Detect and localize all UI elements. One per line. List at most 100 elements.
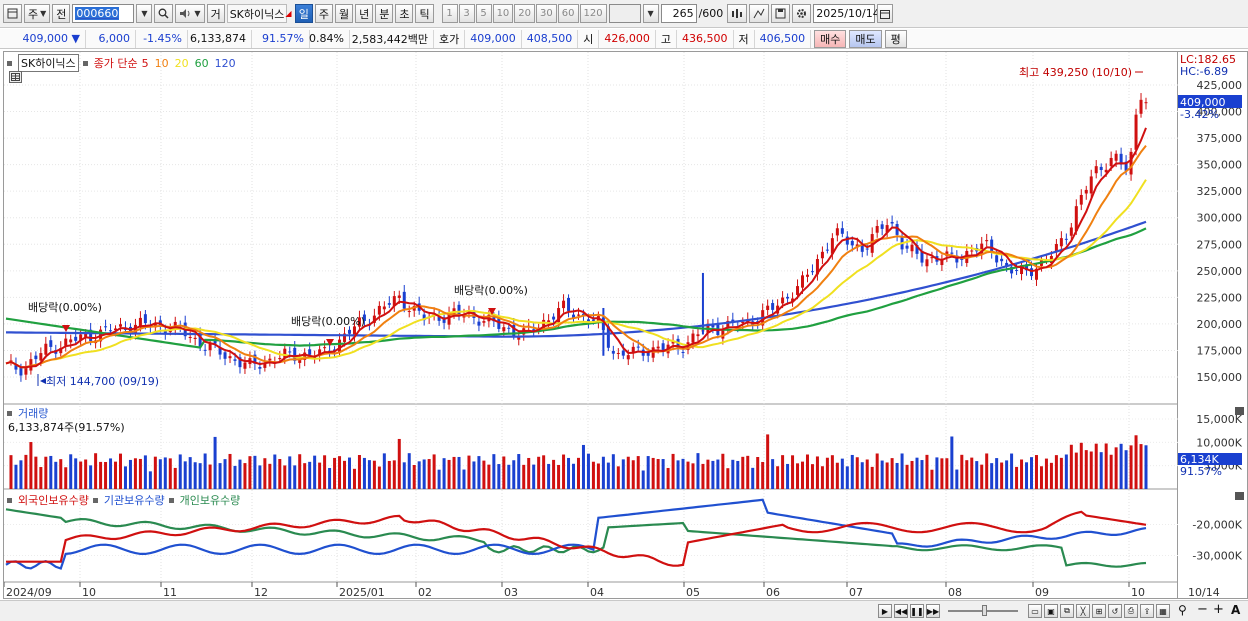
volume-title[interactable]: 거래량: [18, 407, 49, 420]
period-tab[interactable]: 주: [314, 4, 333, 23]
interval-button[interactable]: 30: [536, 4, 557, 23]
volume-bar: [586, 453, 590, 489]
volume-bar: [248, 456, 252, 489]
volume-bar: [193, 462, 197, 489]
table-toggle-icon[interactable]: [9, 71, 22, 83]
volume-bar: [313, 455, 317, 489]
interval-button[interactable]: 10: [492, 4, 514, 23]
stock-code-input[interactable]: 000660: [72, 4, 135, 23]
interval-button[interactable]: 5: [475, 4, 492, 23]
scroll-first-icon[interactable]: ◀◀: [894, 604, 908, 618]
candle-body: [1030, 268, 1034, 277]
panel-close-icon[interactable]: [1235, 407, 1244, 415]
volume-bar: [641, 470, 645, 489]
chart-type-icon[interactable]: ╳: [1076, 604, 1090, 618]
history-icon[interactable]: ↺: [1108, 604, 1122, 618]
window-split-icon[interactable]: ▣: [1044, 604, 1058, 618]
print-icon[interactable]: ⎙: [1124, 604, 1138, 618]
candle-body: [1079, 194, 1083, 205]
search-icon[interactable]: [154, 4, 174, 23]
code-dropdown-arrow-icon[interactable]: ▼: [136, 4, 153, 23]
period-select-button[interactable]: 주 ▼: [24, 4, 51, 23]
volume-bar: [960, 454, 964, 489]
candle-body: [870, 234, 874, 253]
candle-body: [118, 324, 122, 327]
interval-button[interactable]: 20: [514, 4, 536, 23]
stock-name-field[interactable]: SK하이닉스 ◢: [226, 4, 292, 23]
export-icon[interactable]: ⇪: [1140, 604, 1154, 618]
layout-icon[interactable]: ▭: [1028, 604, 1042, 618]
chart-area[interactable]: 2024/09 10 11 12 2025/01 02 03 04 05 06 07 08 09 10 최고…: [3, 51, 1179, 600]
legend-individual[interactable]: 개인보유수량: [179, 494, 241, 507]
sell-button[interactable]: 매도: [849, 29, 882, 48]
legend-institution[interactable]: 기관보유수량: [103, 494, 165, 507]
period-tab[interactable]: 틱: [415, 4, 434, 23]
interval-button[interactable]: 3: [458, 4, 475, 23]
prev-button[interactable]: 전: [52, 4, 71, 23]
volume-bar: [352, 468, 356, 489]
volume-bar: [995, 458, 999, 489]
volume-bar: [801, 461, 805, 489]
volume-bar: [482, 460, 486, 489]
scroll-right-icon[interactable]: ▶: [878, 604, 892, 618]
eval-button[interactable]: 평: [884, 29, 907, 48]
date-input[interactable]: 2025/10/14: [813, 4, 880, 23]
legend-ma-period[interactable]: 5: [141, 56, 149, 70]
bar-count-input[interactable]: 265: [660, 4, 697, 23]
grid-icon[interactable]: ▦: [1156, 604, 1170, 618]
window-icon[interactable]: [3, 4, 22, 23]
legend-square-icon: [7, 410, 12, 416]
volume-bar: [1069, 444, 1073, 489]
volume-bar: [168, 458, 172, 489]
period-tab[interactable]: 분: [375, 4, 394, 23]
period-tab[interactable]: 월: [334, 4, 354, 23]
calendar-icon[interactable]: [877, 4, 894, 23]
interval-button[interactable]: 1: [441, 4, 458, 23]
zoom-in-icon[interactable]: +: [1213, 602, 1224, 617]
interval-button[interactable]: 60: [557, 4, 579, 23]
zoom-out-icon[interactable]: −: [1197, 602, 1208, 617]
interval-button[interactable]: 120: [579, 4, 607, 23]
draw-tool-icon[interactable]: [749, 4, 770, 23]
interval-dropdown-arrow-icon[interactable]: ▼: [642, 4, 659, 23]
pause-icon[interactable]: ❚❚: [910, 604, 924, 618]
period-tab[interactable]: 년: [355, 4, 374, 23]
scroll-last-icon[interactable]: ▶▶: [926, 604, 940, 618]
price-axis-label: 275,000: [1197, 238, 1243, 251]
legend-ma-period[interactable]: 20: [174, 56, 189, 70]
magnifier-icon[interactable]: ⚲: [1178, 603, 1187, 617]
speaker-icon[interactable]: ▼: [175, 4, 205, 23]
zoom-slider-handle[interactable]: [982, 605, 987, 616]
quote-bar: 409,000 ▼ 6,000 -1.45% 6,133,874 91.57% …: [0, 29, 1248, 49]
candle-body: [781, 297, 785, 304]
legend-ma-period[interactable]: 120: [214, 56, 236, 70]
annotation-arrow-head: [40, 378, 46, 384]
candle-body: [377, 305, 381, 315]
legend-stock-name[interactable]: SK하이닉스: [18, 54, 79, 72]
buy-button[interactable]: 매수: [814, 29, 847, 48]
chart-canvas[interactable]: 2024/09 10 11 12 2025/01 02 03 04 05 06 07 08 09 10 최고…: [3, 52, 1179, 600]
legend-ma-label[interactable]: 종가 단순: [93, 57, 138, 70]
legend-foreign[interactable]: 외국인보유수량: [18, 494, 89, 507]
volume-bar: [616, 466, 620, 489]
volume-bar: [726, 468, 730, 489]
legend-ma-period[interactable]: 60: [194, 56, 209, 70]
save-icon[interactable]: [771, 4, 791, 23]
compare-icon[interactable]: ⊞: [1092, 604, 1106, 618]
candle-body: [143, 314, 147, 324]
period-tab[interactable]: 일: [294, 4, 313, 23]
indicator-icon[interactable]: [727, 4, 748, 23]
font-size-icon[interactable]: A: [1231, 603, 1241, 617]
candle-body: [940, 259, 944, 266]
volume-value-label: 6,133,874주(91.57%): [8, 421, 125, 434]
panel-close-icon[interactable]: [1235, 492, 1244, 500]
volume-bar: [696, 453, 700, 489]
candle-body: [990, 239, 994, 253]
period-tab[interactable]: 초: [395, 4, 414, 23]
legend-ma-period[interactable]: 10: [154, 56, 169, 70]
exchange-button[interactable]: 거: [206, 4, 225, 23]
interval-custom-input[interactable]: [608, 4, 641, 23]
candle-body: [726, 320, 730, 329]
copy-icon[interactable]: ⧉: [1060, 604, 1074, 618]
settings-gear-icon[interactable]: [792, 4, 812, 23]
